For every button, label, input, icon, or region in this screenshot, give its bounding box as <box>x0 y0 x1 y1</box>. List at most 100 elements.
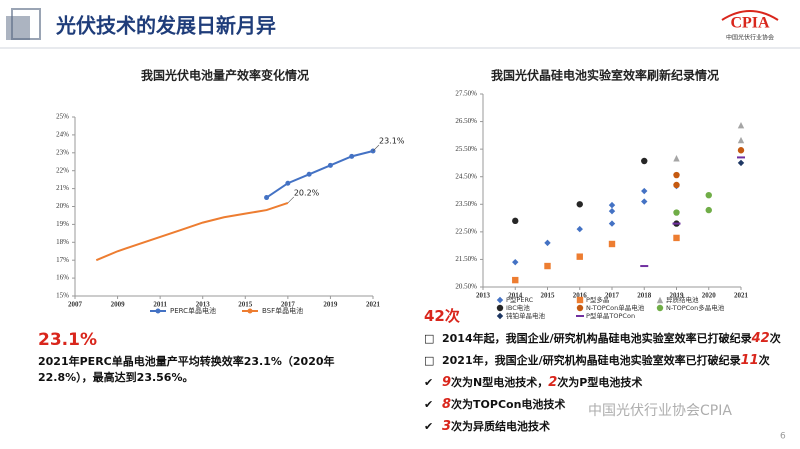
point <box>576 201 583 208</box>
legend-swatch <box>656 296 664 304</box>
y-tick-label: 20% <box>56 202 69 210</box>
logo-text: CPIA <box>730 15 770 32</box>
point <box>512 217 519 225</box>
point <box>737 121 745 129</box>
point <box>285 180 291 186</box>
y-tick-label: 22% <box>56 166 69 174</box>
chart-title: 我国光伏晶硅电池实验室效率刷新纪录情况 <box>491 68 719 83</box>
point <box>264 195 270 201</box>
highlight-text: 42 <box>751 331 770 346</box>
point <box>673 234 680 242</box>
legend-swatch <box>496 296 504 304</box>
point <box>673 181 680 189</box>
point <box>673 155 680 162</box>
x-tick-label: 2017 <box>281 301 296 309</box>
y-tick-label: 19% <box>56 220 69 228</box>
y-tick-label: 23.50% <box>455 200 477 208</box>
label-leader <box>372 144 380 152</box>
y-tick-label: 21.50% <box>455 255 477 263</box>
x-tick-label: 2014 <box>508 292 523 300</box>
x-tick-label: 2009 <box>111 301 126 309</box>
y-tick-label: 23% <box>56 148 69 156</box>
bullet-text: 次为TOPCon电池技术 <box>451 398 566 411</box>
x-tick-label: 2021 <box>366 301 381 309</box>
bullet-text: 次 <box>758 354 770 367</box>
bullet: □ 2014年起，我国企业/研究机构晶硅电池实验室效率已打破纪录42次 <box>424 328 794 350</box>
point <box>737 159 745 167</box>
y-tick-label: 22.50% <box>455 227 477 235</box>
point <box>512 258 519 266</box>
legend-label: 异质结电池 <box>666 295 699 304</box>
point <box>641 157 648 165</box>
point <box>576 225 583 233</box>
y-tick-label: 15% <box>56 292 69 300</box>
legend-label: P型单晶TOPCon <box>586 311 635 320</box>
bullet-text: 2014年起，我国企业/研究机构晶硅电池实验室效率已打破纪录 <box>442 332 752 345</box>
x-tick-label: 2015 <box>238 301 253 309</box>
point <box>608 207 616 215</box>
point <box>327 162 333 168</box>
x-tick-label: 2013 <box>196 301 211 309</box>
legend-label: 钝铂单晶电池 <box>506 311 546 320</box>
x-tick-label: 2016 <box>573 292 588 300</box>
point <box>641 198 648 205</box>
x-tick-label: 2021 <box>734 292 749 300</box>
point <box>705 191 712 199</box>
bullet-list: □ 2014年起，我国企业/研究机构晶硅电池实验室效率已打破纪录42次 □ 2021年… <box>424 328 794 438</box>
legend-label: PERC单晶电池 <box>170 306 216 315</box>
point <box>737 147 745 154</box>
label-leader <box>287 196 295 204</box>
legend-label: BSF单晶电池 <box>262 306 303 315</box>
y-tick-label: 25% <box>56 113 69 121</box>
bullet-symbol: ✔ <box>424 420 434 433</box>
bullet-text: 次为N型电池技术， <box>451 376 549 389</box>
bullet: □ 2021年，我国企业/研究机构晶硅电池实验室效率已打破纪录11次 <box>424 350 794 372</box>
y-tick-label: 24% <box>56 131 69 139</box>
point <box>544 239 551 247</box>
legend-swatch <box>576 315 584 317</box>
legend-swatch <box>155 308 161 314</box>
header-icon <box>6 16 30 40</box>
y-tick-label: 24.50% <box>455 172 477 180</box>
bullet: ✔ 9次为N型电池技术，2次为P型电池技术 <box>424 372 794 394</box>
point <box>672 222 681 225</box>
bullet-symbol: ✔ <box>424 398 434 411</box>
y-tick-label: 18% <box>56 238 69 246</box>
y-tick-label: 16% <box>56 274 69 282</box>
x-tick-label: 2015 <box>541 292 556 300</box>
bullet: ✔ 8次为TOPCon电池技术 <box>424 394 794 416</box>
y-tick-label: 26.50% <box>455 117 477 125</box>
legend-swatch <box>576 304 584 312</box>
x-tick-label: 2011 <box>153 301 167 309</box>
slide-title: 光伏技术的发展日新月异 <box>55 14 276 38</box>
y-tick-label: 17% <box>56 256 69 264</box>
point <box>737 136 745 144</box>
note-headline: 23.1% <box>38 330 97 350</box>
point <box>673 209 680 216</box>
x-tick-label: 2013 <box>476 292 491 300</box>
legend-label: N-TOPCon多晶电池 <box>666 303 725 312</box>
point <box>737 156 745 159</box>
y-tick-label: 27.50% <box>455 90 477 98</box>
series-line <box>266 150 374 199</box>
legend-label: N-TOPCon单晶电池 <box>586 303 645 312</box>
bullet: ✔ 3次为异质结电池技术 <box>424 416 794 438</box>
point <box>673 171 680 179</box>
data-label: 20.2% <box>294 188 320 197</box>
y-tick-label: 20.50% <box>455 283 477 291</box>
chart-title: 我国光伏电池量产效率变化情况 <box>141 68 309 83</box>
note-headline: 42次 <box>424 307 460 325</box>
y-tick-label: 25.50% <box>455 145 477 153</box>
logo-arc <box>721 10 779 21</box>
legend-label: P型多晶 <box>586 295 609 304</box>
series-line <box>95 201 289 262</box>
right-note: 42次 □ 2014年起，我国企业/研究机构晶硅电池实验室效率已打破纪录42次 □ 2… <box>424 305 794 438</box>
page-number: 6 <box>780 432 786 442</box>
bullet-symbol: ✔ <box>424 376 434 389</box>
bullet-text: 次 <box>769 332 781 345</box>
bullet-symbol: □ <box>424 354 435 367</box>
point <box>608 240 616 248</box>
data-label: 23.1% <box>379 137 405 146</box>
point <box>608 220 616 227</box>
